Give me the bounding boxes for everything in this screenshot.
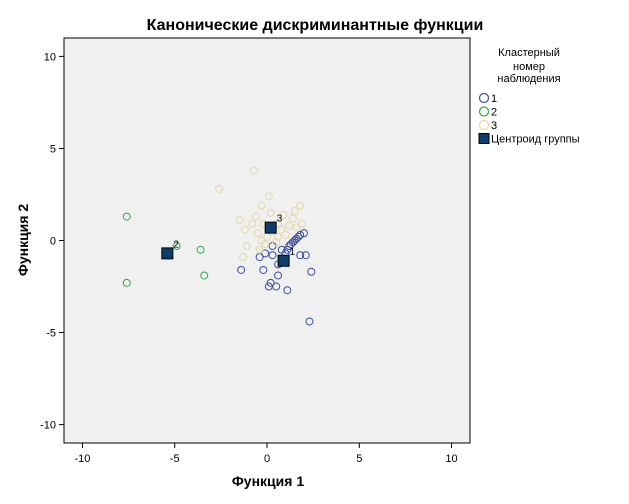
- data-point-cluster-1: [296, 251, 305, 260]
- data-point-cluster-3: [242, 242, 251, 251]
- data-point-cluster-3: [251, 212, 260, 221]
- data-point-cluster-1: [283, 286, 292, 295]
- data-point-cluster-2: [196, 245, 205, 254]
- data-point-cluster-3: [281, 230, 290, 239]
- group-centroids: 1 2 3: [161, 214, 296, 267]
- centroid-label-2: 2: [173, 239, 179, 250]
- y-tick-label: -10: [40, 420, 56, 432]
- data-point-cluster-1: [305, 317, 314, 326]
- data-point-cluster-1: [307, 267, 316, 276]
- y-tick-label: 0: [50, 236, 56, 248]
- data-point-cluster-3: [253, 229, 262, 238]
- legend: Кластерный номер наблюдения 1 23 Центроид …: [478, 47, 580, 146]
- data-point-cluster-3: [255, 245, 264, 254]
- data-point-cluster-1: [294, 232, 303, 241]
- data-point-cluster-1: [296, 230, 305, 239]
- data-point-cluster-2: [200, 271, 209, 280]
- data-point-cluster-1: [301, 251, 310, 260]
- x-axis-label: Функция 1: [232, 473, 304, 489]
- x-tick-label: 0: [264, 453, 270, 465]
- data-point-cluster-3: [274, 232, 283, 241]
- legend-marker-centroid: [478, 133, 490, 144]
- legend-title-line-3: наблюдения: [497, 73, 560, 85]
- data-point-cluster-1: [299, 229, 308, 238]
- data-point-cluster-3: [279, 210, 288, 219]
- data-point-cluster-3: [257, 236, 266, 245]
- y-tick-label: 5: [50, 143, 56, 155]
- data-point-cluster-3: [248, 219, 257, 228]
- data-point-cluster-3: [264, 192, 273, 201]
- x-tick-label: -10: [75, 453, 91, 465]
- centroid-marker-2: [161, 247, 174, 260]
- legend-title-line-1: Кластерный: [498, 47, 560, 59]
- y-axis: -10 -5 0 5 10: [40, 51, 64, 432]
- legend-marker-3: [478, 119, 490, 131]
- data-point-cluster-3: [290, 207, 299, 216]
- legend-entry-label: 2: [491, 107, 497, 119]
- y-axis-label: Функция 2: [15, 204, 31, 276]
- data-point-cluster-2: [122, 278, 131, 287]
- data-point-cluster-1: [259, 265, 268, 274]
- centroid-marker-1: [277, 254, 290, 267]
- data-point-cluster-1: [261, 249, 270, 258]
- data-point-cluster-1: [266, 278, 275, 287]
- data-point-cluster-3: [288, 214, 297, 223]
- data-point-cluster-3: [215, 184, 224, 193]
- x-tick-label: 5: [356, 453, 362, 465]
- y-tick-label: 10: [44, 51, 56, 63]
- data-point-cluster-3: [235, 216, 244, 225]
- legend-marker-2: [478, 106, 490, 117]
- centroid-label-3: 3: [277, 214, 283, 225]
- data-point-cluster-3: [277, 225, 286, 234]
- data-point-cluster-3: [272, 238, 281, 247]
- data-point-cluster-1: [268, 251, 277, 260]
- data-point-cluster-3: [292, 223, 301, 232]
- legend-entry-label: 1: [491, 93, 497, 105]
- data-point-cluster-3: [285, 221, 294, 230]
- data-point-cluster-1: [274, 271, 283, 280]
- data-point-cluster-3: [266, 208, 275, 217]
- legend-entry-label: 3: [491, 120, 497, 132]
- legend-marker-1: [478, 92, 490, 104]
- centroid-label-1: 1: [290, 247, 296, 258]
- legend-title-line-2: номер: [513, 61, 545, 73]
- x-tick-label: 10: [445, 453, 457, 465]
- centroid-marker-3: [264, 221, 277, 234]
- x-axis: -10 -5 0 5 10: [75, 443, 458, 465]
- data-point-cluster-3: [239, 253, 248, 262]
- data-point-cluster-3: [298, 219, 307, 228]
- data-point-cluster-3: [240, 225, 249, 234]
- data-point-cluster-2: [122, 212, 131, 221]
- data-point-cluster-3: [257, 201, 266, 210]
- x-tick-label: -5: [170, 453, 180, 465]
- chart-title: Канонические дискриминантные функции: [147, 17, 484, 34]
- data-point-cluster-1: [237, 265, 246, 274]
- data-point-cluster-1: [272, 282, 281, 291]
- data-point-cluster-3: [296, 201, 305, 210]
- data-point-cluster-2: [172, 242, 181, 251]
- data-point-cluster-3: [250, 166, 259, 175]
- legend-entry-label: Центроид группы: [491, 134, 580, 146]
- data-point-cluster-1: [283, 245, 292, 254]
- y-tick-label: -5: [46, 328, 56, 340]
